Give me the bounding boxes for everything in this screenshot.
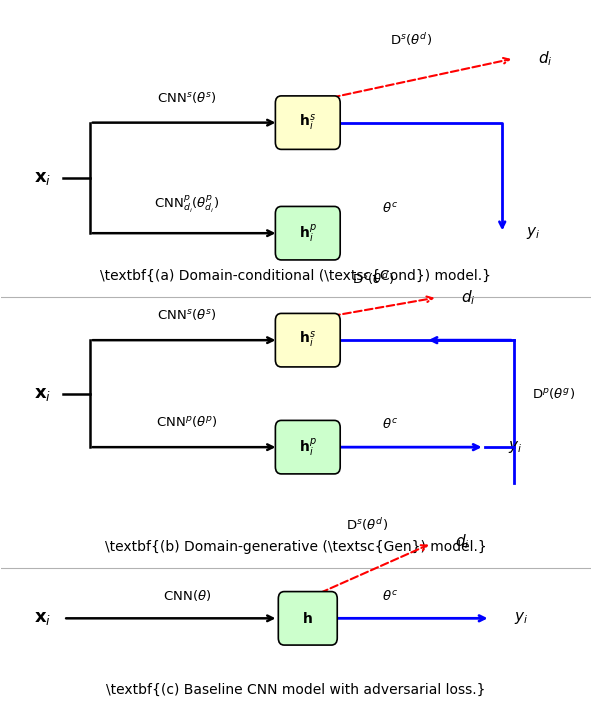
Text: $y_i$: $y_i$ bbox=[514, 610, 528, 626]
FancyBboxPatch shape bbox=[275, 420, 340, 474]
Text: $\mathbf{h}_i^p$: $\mathbf{h}_i^p$ bbox=[299, 436, 317, 458]
Text: $\mathrm{CNN}^p(\theta^p)$: $\mathrm{CNN}^p(\theta^p)$ bbox=[156, 415, 218, 430]
Text: $y_i$: $y_i$ bbox=[526, 226, 540, 241]
Text: $\mathrm{D}^s(\theta^d)$: $\mathrm{D}^s(\theta^d)$ bbox=[352, 270, 394, 286]
Text: $\mathbf{h}$: $\mathbf{h}$ bbox=[303, 611, 313, 626]
Text: $\mathbf{h}_i^p$: $\mathbf{h}_i^p$ bbox=[299, 222, 317, 244]
Text: \textbf{(b) Domain-generative (\textsc{Gen}) model.}: \textbf{(b) Domain-generative (\textsc{G… bbox=[105, 540, 487, 554]
Text: $\mathrm{CNN}^s(\theta^s)$: $\mathrm{CNN}^s(\theta^s)$ bbox=[157, 90, 217, 105]
Text: $d_i$: $d_i$ bbox=[538, 49, 552, 68]
FancyBboxPatch shape bbox=[278, 591, 337, 645]
Text: $\theta^c$: $\theta^c$ bbox=[382, 201, 398, 216]
Text: \textbf{(a) Domain-conditional (\textsc{Cond}) model.}: \textbf{(a) Domain-conditional (\textsc{… bbox=[101, 269, 491, 283]
Text: $\mathrm{CNN}(\theta)$: $\mathrm{CNN}(\theta)$ bbox=[163, 588, 211, 603]
FancyBboxPatch shape bbox=[275, 96, 340, 150]
Text: $\mathrm{CNN}^s(\theta^s)$: $\mathrm{CNN}^s(\theta^s)$ bbox=[157, 307, 217, 322]
Text: $y_i$: $y_i$ bbox=[508, 439, 522, 455]
Text: $\mathbf{x}_i$: $\mathbf{x}_i$ bbox=[34, 169, 52, 187]
Text: $\mathbf{x}_i$: $\mathbf{x}_i$ bbox=[34, 384, 52, 402]
Text: $\mathbf{x}_i$: $\mathbf{x}_i$ bbox=[34, 609, 52, 627]
FancyBboxPatch shape bbox=[275, 206, 340, 260]
Text: $\mathrm{D}^p(\theta^g)$: $\mathrm{D}^p(\theta^g)$ bbox=[532, 386, 575, 401]
Text: $d_i$: $d_i$ bbox=[461, 288, 475, 306]
FancyBboxPatch shape bbox=[275, 314, 340, 367]
Text: $\theta^c$: $\theta^c$ bbox=[382, 417, 398, 432]
Text: $\mathbf{h}_i^s$: $\mathbf{h}_i^s$ bbox=[300, 112, 316, 132]
Text: $\mathrm{D}^s(\theta^d)$: $\mathrm{D}^s(\theta^d)$ bbox=[390, 31, 432, 48]
Text: \textbf{(c) Baseline CNN model with adversarial loss.}: \textbf{(c) Baseline CNN model with adve… bbox=[106, 683, 486, 697]
Text: $\theta^c$: $\theta^c$ bbox=[382, 589, 398, 603]
Text: $\mathrm{D}^s(\theta^d)$: $\mathrm{D}^s(\theta^d)$ bbox=[346, 516, 388, 533]
Text: $d_i$: $d_i$ bbox=[455, 532, 469, 551]
Text: $\mathrm{CNN}^p_{d_i}(\theta^p_{d_i})$: $\mathrm{CNN}^p_{d_i}(\theta^p_{d_i})$ bbox=[155, 194, 220, 216]
Text: $\mathbf{h}_i^s$: $\mathbf{h}_i^s$ bbox=[300, 330, 316, 350]
